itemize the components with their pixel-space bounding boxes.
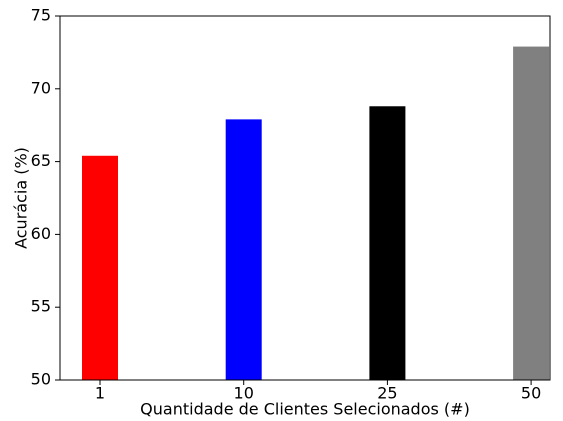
bar: [369, 106, 406, 380]
y-tick-label: 50: [31, 370, 51, 389]
y-tick-label: 65: [31, 151, 51, 170]
y-tick-label: 70: [31, 78, 51, 97]
bar: [225, 119, 262, 380]
y-tick-label: 60: [31, 224, 51, 243]
y-tick-label: 55: [31, 297, 51, 316]
y-axis-label: Acurácia (%): [12, 147, 31, 249]
x-tick-label: 25: [377, 384, 397, 403]
y-tick-label: 75: [31, 6, 51, 25]
bar: [513, 46, 550, 381]
x-tick-label: 1: [95, 384, 105, 403]
x-tick-label: 10: [234, 384, 254, 403]
plot-frame: [59, 15, 551, 381]
x-axis-label: Quantidade de Clientes Selecionados (#): [140, 400, 470, 419]
bar: [82, 155, 118, 380]
x-tick-label: 50: [521, 384, 541, 403]
